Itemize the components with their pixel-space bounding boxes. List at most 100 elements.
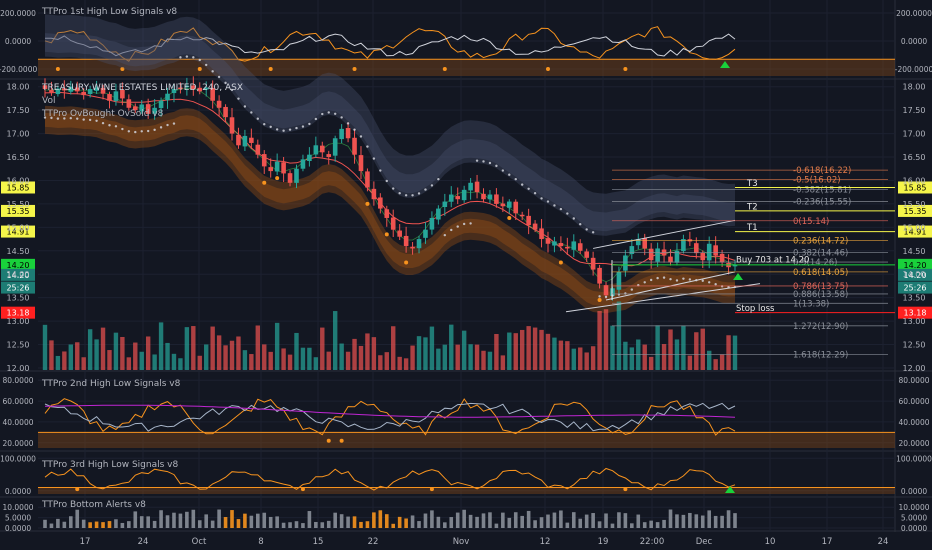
volume-bar — [42, 324, 48, 370]
psar-dot — [179, 56, 182, 59]
alert-bar — [62, 521, 67, 528]
alert-bar — [449, 517, 454, 528]
psar-dot — [566, 212, 569, 215]
alert-bar — [307, 511, 312, 528]
alert-bar — [417, 521, 421, 528]
psar-dot — [488, 161, 492, 165]
volume-bar — [191, 326, 196, 370]
candle-body — [100, 87, 106, 94]
y-tick-label: 10.0000 — [898, 503, 929, 512]
alert-bar — [526, 510, 531, 528]
psar-dot — [108, 124, 111, 127]
price-tag-label: 14.91 — [904, 228, 927, 237]
fib-label: -0.5(16.02) — [793, 176, 841, 186]
volume-bar — [526, 326, 531, 370]
volume-bar — [687, 355, 693, 370]
psar-dot — [404, 194, 408, 197]
volume-bar — [429, 326, 435, 370]
main-ovbought-label: TTPro OvBought OvSold v8 — [41, 109, 164, 119]
low-signal-marker — [558, 260, 563, 265]
alert-bar — [249, 515, 254, 528]
signal-dot — [442, 67, 447, 71]
alert-bar — [178, 513, 183, 528]
alert-bar — [397, 516, 402, 528]
y-tick-label-left: -200.0000 — [0, 65, 37, 74]
psar-dot — [76, 117, 79, 120]
volume-bar — [629, 347, 635, 370]
psar-dot — [314, 117, 318, 121]
psar-dot — [714, 282, 717, 286]
psar-dot — [708, 281, 711, 284]
y-tick-label-left: 20.0000 — [2, 439, 33, 448]
alert-bar — [462, 509, 466, 528]
panel-2nd-signals[interactable] — [38, 398, 895, 448]
x-tick-label: 15 — [313, 537, 324, 547]
main-price-panel[interactable]: -0.618(16.22)-0.5(16.02)-0.382(15.81) -0.… — [1, 14, 932, 370]
candle-body — [313, 145, 319, 155]
volume-bar — [539, 329, 544, 370]
psar-dot — [604, 295, 608, 299]
volume-bar — [120, 336, 125, 370]
volume-bar — [500, 355, 506, 370]
signal-dot — [339, 438, 344, 443]
volume-bar — [455, 344, 460, 370]
low-signal-marker — [404, 260, 409, 265]
fib-label: 0.5(14.26) — [793, 258, 837, 268]
candle-body — [397, 230, 402, 237]
candle-body — [494, 194, 499, 204]
y-tick-label: 13.50 — [903, 294, 926, 303]
candle-body — [545, 238, 551, 244]
volume-bar — [268, 351, 273, 370]
y-tick-label: 0.0000 — [901, 487, 927, 496]
price-tag-box — [1, 258, 35, 271]
alert-bar — [675, 514, 679, 528]
candle-body — [713, 245, 718, 256]
psar-dot — [675, 279, 679, 282]
volume-bar — [700, 328, 705, 370]
psar-dot — [346, 122, 350, 125]
panel-2-title: TTPro 2nd High Low Signals v8 — [41, 379, 181, 389]
alert-bar — [56, 518, 60, 528]
psar-dot — [501, 169, 505, 172]
alert-bar — [591, 513, 595, 528]
alert-bar — [578, 518, 583, 528]
volume-bar — [416, 336, 422, 370]
alert-bar — [604, 513, 608, 528]
annotation-label: T2 — [746, 203, 758, 213]
candle-body — [81, 91, 86, 96]
alert-bar — [488, 512, 492, 528]
volume-bar — [68, 344, 73, 370]
alert-bar — [372, 512, 376, 528]
volume-bar — [307, 347, 312, 370]
panel-bottom-alerts[interactable] — [43, 509, 737, 528]
candle-body — [281, 162, 286, 174]
panel-1st-signals[interactable] — [38, 26, 895, 76]
fib-label: -0.618(16.22) — [793, 166, 851, 176]
y-tick-label: 16.50 — [903, 153, 926, 162]
psar-dot — [301, 125, 305, 128]
candle-body — [184, 85, 190, 88]
alert-bar — [230, 510, 234, 528]
volume-bar — [339, 343, 344, 370]
panel-3rd-signals[interactable] — [38, 467, 895, 495]
signal-dot — [268, 67, 273, 71]
alert-bar — [681, 514, 686, 528]
candle-body — [506, 201, 512, 208]
psar-dot — [308, 122, 311, 126]
signal-line-magenta — [44, 404, 736, 418]
volume-bar — [326, 351, 331, 370]
psar-dot — [43, 116, 47, 119]
alert-bar — [430, 510, 434, 528]
alert-bar — [352, 516, 357, 528]
alert-bar — [700, 515, 705, 528]
fib-label: 1.618(12.29) — [793, 350, 848, 360]
alert-bar — [384, 514, 389, 528]
candle-body — [120, 89, 125, 99]
signal-dot — [300, 487, 305, 492]
alert-bar — [236, 519, 241, 528]
candle-body — [113, 91, 119, 101]
psar-dot — [669, 277, 672, 281]
y-tick-label: 0.0000 — [901, 524, 927, 533]
volume-bar — [294, 332, 299, 370]
